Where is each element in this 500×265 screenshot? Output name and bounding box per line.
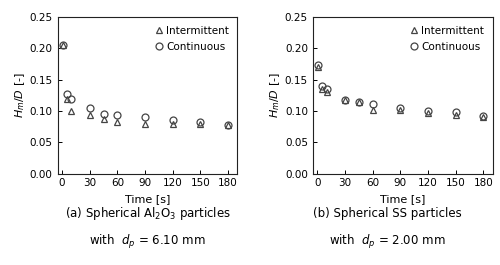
Y-axis label: $H_m/D$ [-]: $H_m/D$ [-]	[268, 72, 282, 118]
X-axis label: Time [s]: Time [s]	[380, 194, 426, 204]
X-axis label: Time [s]: Time [s]	[124, 194, 170, 204]
Legend: Intermittent, Continuous: Intermittent, Continuous	[406, 23, 488, 55]
Text: (b) Spherical SS particles: (b) Spherical SS particles	[313, 207, 462, 220]
Text: with  $d_p$ = 2.00 mm: with $d_p$ = 2.00 mm	[329, 233, 446, 251]
Legend: Intermittent, Continuous: Intermittent, Continuous	[152, 23, 232, 55]
Text: (a) Spherical Al$_2$O$_3$ particles: (a) Spherical Al$_2$O$_3$ particles	[64, 205, 230, 222]
Y-axis label: $H_m/D$ [-]: $H_m/D$ [-]	[13, 72, 26, 118]
Text: with  $d_p$ = 6.10 mm: with $d_p$ = 6.10 mm	[89, 233, 206, 251]
